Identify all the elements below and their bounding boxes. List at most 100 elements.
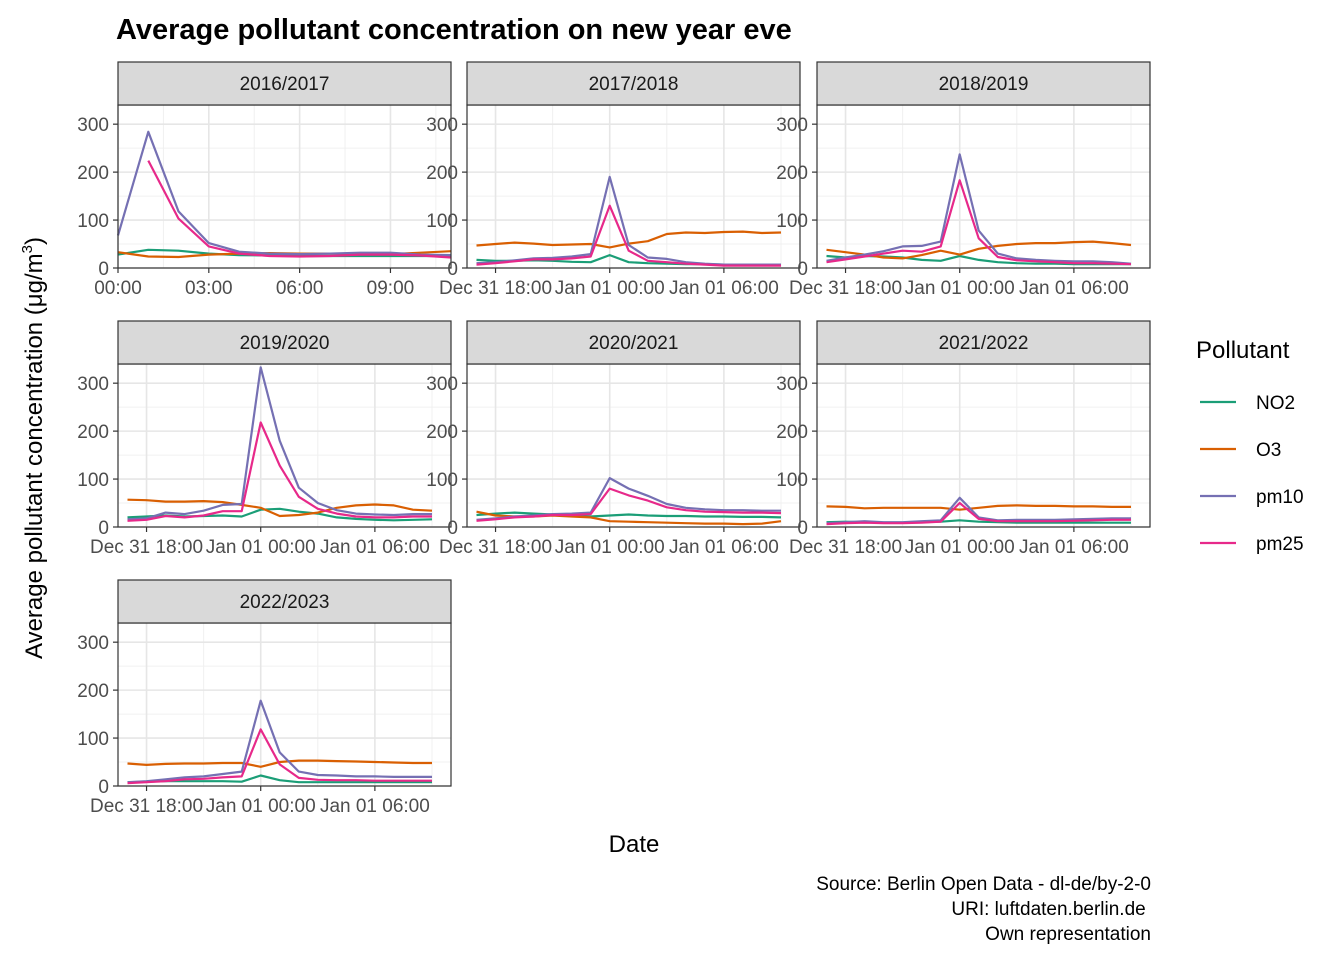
legend-label: pm10 [1256, 487, 1304, 508]
facet-strip-label: 2016/2017 [240, 74, 330, 95]
y-tick-label: 0 [797, 518, 808, 539]
caption-line-source: Source: Berlin Open Data - dl-de/by-2-0 [816, 874, 1151, 895]
y-tick-label: 100 [776, 470, 808, 491]
y-tick-label: 200 [776, 163, 808, 184]
panel-background [118, 105, 451, 268]
y-tick-label: 100 [77, 729, 109, 750]
x-tick-label: Dec 31 18:00 [789, 537, 902, 558]
y-tick-label: 0 [98, 777, 109, 798]
series-line-pm25 [127, 728, 432, 785]
series-line-pm10 [826, 496, 1131, 525]
facet-panel-2021-2022: 2021/2022 0 100 200 300 Dec 31 18:00 Jan 01 00… [776, 320, 1151, 558]
facet-strip-label: 2022/2023 [240, 592, 330, 613]
x-tick-label: Jan 01 00:00 [555, 278, 665, 299]
y-tick-label: 200 [426, 422, 458, 443]
series-line-pm25 [147, 160, 452, 259]
facet-panel-2017-2018: 2017/2018 0 100 200 300 Dec 31 18:00 Jan 01 00… [426, 61, 801, 299]
facet-strip-label: 2019/2020 [240, 333, 330, 354]
series-line-pm25 [127, 421, 432, 522]
legend-label: O3 [1256, 440, 1281, 461]
legend-label: pm25 [1256, 534, 1304, 555]
x-tick-label: Dec 31 18:00 [439, 537, 552, 558]
panel-background [817, 364, 1150, 527]
x-tick-label: Jan 01 00:00 [555, 537, 665, 558]
panel-background [118, 623, 451, 786]
facet-strip [117, 320, 452, 365]
series-line-pm10 [127, 366, 432, 521]
series-line-pm10 [127, 699, 432, 784]
series-line-pm25 [476, 204, 781, 267]
series-line-o3 [127, 498, 433, 518]
caption: Source: Berlin Open Data - dl-de/by-2-0 … [816, 874, 1151, 945]
series-line-no2 [476, 511, 782, 519]
y-tick-label: 300 [77, 115, 109, 136]
series-line-pm10 [826, 153, 1132, 265]
legend-item-o3: O3 [1200, 440, 1281, 461]
y-tick-label: 100 [426, 211, 458, 232]
series-line-o3 [826, 240, 1132, 260]
legend-item-pm25: pm25 [1200, 534, 1304, 555]
x-tick-label: Dec 31 18:00 [789, 278, 902, 299]
legend-items: NO2 O3 pm10 pm25 [1200, 393, 1304, 555]
y-axis-title-superscript: 3 [19, 245, 36, 253]
y-tick-label: 200 [426, 163, 458, 184]
x-tick-label: Jan 01 06:00 [669, 278, 779, 299]
series-line-o3 [127, 759, 432, 768]
y-tick-label: 100 [77, 211, 109, 232]
y-tick-label: 300 [77, 633, 109, 654]
facet-strip-label: 2018/2019 [939, 74, 1029, 95]
panel-background [467, 105, 800, 268]
y-tick-label: 300 [426, 115, 458, 136]
x-tick-label: Dec 31 18:00 [90, 537, 203, 558]
x-tick-label: Jan 01 00:00 [206, 796, 316, 817]
x-tick-label: Dec 31 18:00 [90, 796, 203, 817]
x-tick-label: 06:00 [276, 278, 324, 299]
y-tick-label: 0 [797, 259, 808, 280]
legend: Pollutant NO2 O3 pm10 pm25 [1196, 337, 1304, 555]
facet-strip-label: 2017/2018 [589, 74, 679, 95]
y-tick-label: 100 [426, 470, 458, 491]
y-tick-label: 200 [77, 163, 109, 184]
panel-background [467, 364, 800, 527]
y-tick-label: 0 [447, 259, 458, 280]
x-tick-label: Jan 01 00:00 [905, 537, 1015, 558]
legend-item-no2: NO2 [1200, 393, 1295, 414]
y-tick-label: 200 [776, 422, 808, 443]
y-tick-label: 200 [77, 422, 109, 443]
y-tick-label: 300 [776, 115, 808, 136]
facet-strip-label: 2021/2022 [939, 333, 1029, 354]
facet-panel-2019-2020: 2019/2020 0 100 200 300 Dec 31 18:00 Jan 01 00… [77, 320, 452, 558]
x-tick-label: 00:00 [94, 278, 142, 299]
x-tick-label: Jan 01 00:00 [905, 278, 1015, 299]
series-line-pm25 [826, 179, 1132, 266]
x-axis-title: Date [609, 831, 660, 858]
facet-strip [466, 61, 801, 106]
x-tick-label: Jan 01 06:00 [320, 796, 430, 817]
caption-line-uri: URI: luftdaten.berlin.de [951, 899, 1151, 920]
caption-line-own: Own representation [985, 924, 1151, 945]
facet-panel-2022-2023: 2022/2023 0 100 200 300 Dec 31 18:00 Jan 01 00… [77, 579, 452, 817]
x-tick-label: Jan 01 06:00 [1019, 537, 1129, 558]
legend-title: Pollutant [1196, 337, 1290, 364]
facet-strip [117, 61, 452, 106]
facet-panel-2018-2019: 2018/2019 0 100 200 300 Dec 31 18:00 Jan 01 00… [776, 61, 1151, 299]
x-tick-label: Jan 01 06:00 [669, 537, 779, 558]
facet-strip [816, 320, 1151, 365]
x-tick-label: Jan 01 06:00 [1019, 278, 1129, 299]
x-tick-label: 09:00 [367, 278, 415, 299]
facet-panel-2020-2021: 2020/2021 0 100 200 300 Dec 31 18:00 Jan 01 00… [426, 320, 801, 558]
facet-strip [816, 61, 1151, 106]
legend-item-pm10: pm10 [1200, 487, 1304, 508]
y-tick-label: 0 [98, 518, 109, 539]
y-tick-label: 300 [426, 374, 458, 395]
y-tick-label: 300 [776, 374, 808, 395]
x-tick-label: Jan 01 00:00 [206, 537, 316, 558]
facet-strip-label: 2020/2021 [589, 333, 679, 354]
series-line-pm25 [826, 501, 1131, 526]
y-tick-label: 0 [447, 518, 458, 539]
series-line-o3 [826, 504, 1131, 511]
series-line-pm25 [476, 487, 782, 522]
y-tick-label: 200 [77, 681, 109, 702]
x-tick-label: Dec 31 18:00 [439, 278, 552, 299]
